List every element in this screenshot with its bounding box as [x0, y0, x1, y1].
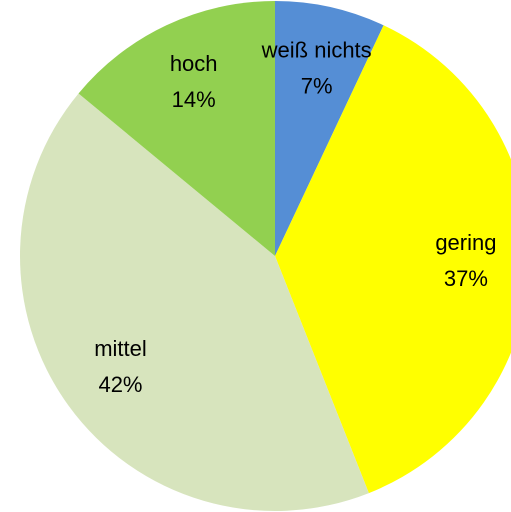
pie-slice	[275, 25, 511, 494]
slice-value-label: 7%	[301, 73, 333, 98]
slice-value-label: 14%	[172, 87, 216, 112]
slice-label: weiß nichts	[261, 37, 372, 62]
slice-value-label: 42%	[98, 372, 142, 397]
slice-label: hoch	[170, 51, 218, 76]
pie-slice	[275, 1, 384, 256]
pie-slice	[78, 1, 275, 256]
slice-value-label: 37%	[444, 266, 488, 291]
pie-slice	[19, 93, 369, 512]
slice-label: mittel	[94, 336, 147, 361]
slice-label: gering	[435, 230, 496, 255]
